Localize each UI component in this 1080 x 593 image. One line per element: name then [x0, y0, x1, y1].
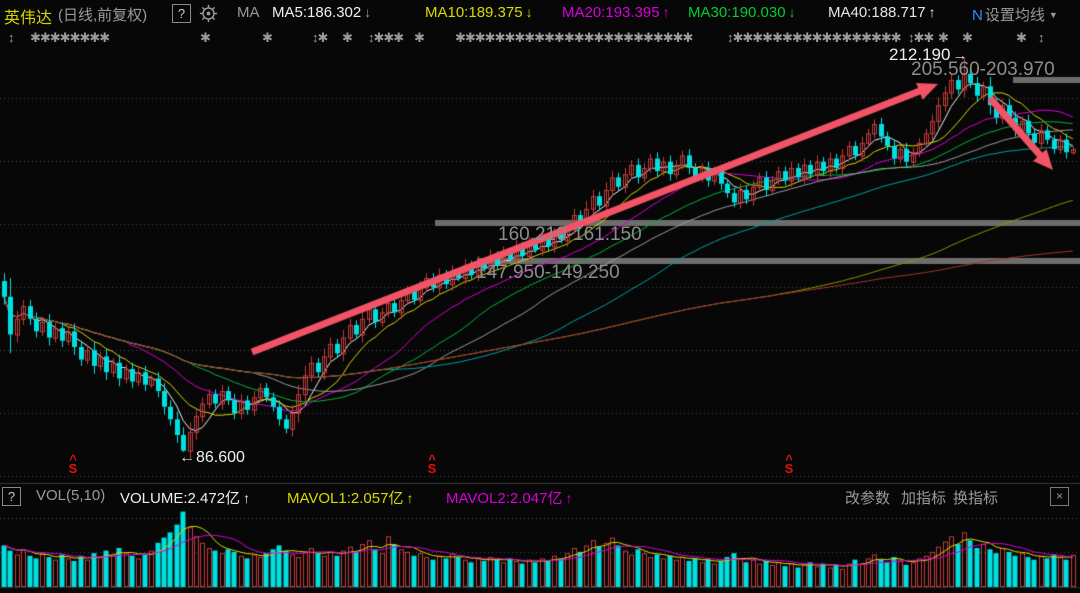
announcement-icon[interactable]: ✱ — [1016, 30, 1027, 45]
ma-group-label: MA — [237, 4, 260, 21]
help-button[interactable]: ? — [172, 4, 191, 23]
ma30-trend-arrow-icon: ↓ — [788, 4, 796, 20]
add-indicator-button[interactable]: 加指标 — [901, 490, 947, 507]
ma40-trend-arrow-icon: ↑ — [928, 4, 936, 20]
right-arrow-icon: → — [952, 47, 968, 64]
ma5-readout: MA5:186.302 ↓ — [272, 4, 372, 21]
ma40-readout: MA40:188.717 ↑ — [828, 4, 936, 21]
announcement-icon[interactable]: ✱ — [962, 30, 973, 45]
announcement-icon[interactable]: ✱ — [414, 30, 425, 45]
announcement-icon[interactable]: ↕✱✱✱ — [368, 30, 404, 45]
mavol2-readout: MAVOL2:2.047亿 ↑ — [446, 490, 573, 507]
ma-settings-label: 设置均线 — [984, 7, 1045, 24]
split-flag-icon[interactable]: ^ S — [68, 452, 78, 476]
change-params-button[interactable]: 改参数 — [845, 490, 891, 507]
announcement-icon[interactable]: ↕✱✱✱✱✱✱✱✱✱✱✱✱✱✱✱✱✱ — [727, 30, 902, 45]
announcement-icon[interactable]: ↕✱ — [312, 30, 328, 45]
left-arrow-icon: ← — [179, 449, 195, 466]
volume-readout: VOLUME:2.472亿 ↑ — [120, 490, 251, 507]
gear-icon[interactable] — [199, 4, 218, 23]
ma30-readout: MA30:190.030 ↓ — [688, 4, 796, 21]
announcement-icon[interactable]: ✱ — [262, 30, 273, 45]
announcement-icon[interactable]: ✱ — [342, 30, 353, 45]
resistance-zone-label-3: 147.950-149.250 — [476, 262, 620, 283]
switch-indicator-button[interactable]: 换指标 — [953, 490, 999, 507]
announcement-icon[interactable]: ✱✱✱✱✱✱✱✱✱✱✱✱✱✱✱✱✱✱✱✱✱✱✱✱ — [455, 30, 693, 45]
indicator-header: 英伟达 (日线,前复权) ? MA MA5:186.302 ↓ MA10:189.… — [0, 0, 1080, 27]
chart-mode-label: (日线,前复权) — [58, 7, 148, 24]
ma20-trend-arrow-icon: ↑ — [662, 4, 670, 20]
mavol2-trend-arrow-icon: ↑ — [565, 490, 573, 506]
chevron-down-icon: ▼ — [1048, 10, 1058, 20]
peak-price-annotation: 212.190 → — [889, 45, 968, 64]
announcement-icon[interactable]: ✱ — [200, 30, 211, 45]
stock-name: 英伟达 — [4, 10, 53, 27]
announcement-icon[interactable]: ✱ — [938, 30, 949, 45]
split-flag-icon[interactable]: ^ S — [784, 452, 794, 476]
announcement-icon[interactable]: ↕✱✱ — [908, 30, 934, 45]
announcement-icon[interactable]: ↕ — [1038, 30, 1044, 45]
mavol1-trend-arrow-icon: ↑ — [406, 490, 414, 506]
low-price-annotation: ←86.600 — [179, 449, 245, 466]
volume-indicator-header: ? VOL(5,10) VOLUME:2.472亿 ↑ MAVOL1:2.057亿… — [0, 484, 1080, 509]
ma-extra-flag: N — [972, 7, 983, 24]
resistance-zone-label-1: 205.560-203.970 — [911, 59, 1055, 80]
announcement-icon[interactable]: ✱✱✱✱✱✱✱✱ — [30, 30, 110, 45]
split-flag-icon[interactable]: ^ S — [427, 452, 437, 476]
ma20-readout: MA20:193.395 ↑ — [562, 4, 670, 21]
ma-settings-button[interactable]: N 设置均线 ▼ — [972, 4, 1058, 25]
mavol1-readout: MAVOL1:2.057亿 ↑ — [287, 490, 414, 507]
ma5-trend-arrow-icon: ↓ — [364, 4, 372, 20]
announcement-icon[interactable]: ↕ — [8, 30, 14, 45]
volume-trend-arrow-icon: ↑ — [243, 490, 251, 506]
ma10-readout: MA10:189.375 ↓ — [425, 4, 533, 21]
vol-help-button[interactable]: ? — [2, 487, 21, 506]
close-indicator-button[interactable]: × — [1050, 487, 1069, 506]
resistance-zone-label-2: 160.210-161.150 — [498, 224, 642, 245]
vol-indicator-label: VOL(5,10) — [36, 487, 106, 504]
ma10-trend-arrow-icon: ↓ — [525, 4, 533, 20]
